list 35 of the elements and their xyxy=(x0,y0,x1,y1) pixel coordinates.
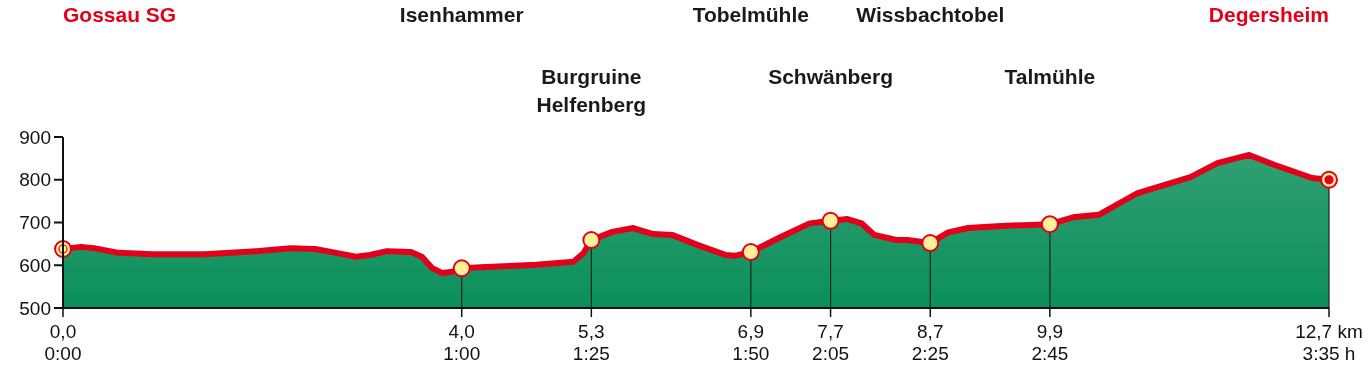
text: 0:00 xyxy=(44,343,82,364)
point xyxy=(452,259,471,278)
text: 2:05 xyxy=(812,343,850,364)
text: 2:25 xyxy=(911,343,949,364)
point xyxy=(1040,215,1059,234)
text: Schwänberg xyxy=(768,65,894,88)
text: Degersheim xyxy=(1208,3,1329,26)
x-tick-label: 0,0 xyxy=(49,321,77,342)
text: 1:00 xyxy=(443,343,481,364)
point xyxy=(741,243,760,261)
x-tick-label: 9,9 xyxy=(1036,321,1064,342)
y-tick-label: 700 xyxy=(19,212,51,234)
text: Burgruine Helfenberg xyxy=(536,65,647,116)
x-tick-label: 6,9 xyxy=(737,321,765,342)
x-tick-label: 5,3 xyxy=(578,321,605,342)
text: 3:35 h xyxy=(1302,343,1356,364)
text: 1:50 xyxy=(732,343,770,364)
text: Tobelmühle xyxy=(692,3,809,26)
point xyxy=(582,231,601,250)
text: Wissbachtobel xyxy=(856,3,1005,26)
y-tick-label: 500 xyxy=(19,297,51,319)
text: 1:25 xyxy=(572,343,610,364)
text: Gossau SG xyxy=(63,3,177,26)
y-tick-label: 900 xyxy=(19,126,51,148)
text: 2:45 xyxy=(1031,343,1069,364)
x-tick-label: 12,7 km xyxy=(1295,321,1363,342)
point xyxy=(921,234,940,253)
x-tick-label: 8,7 xyxy=(917,321,944,342)
x-tick-label: 7,7 xyxy=(817,321,844,342)
text: Isenhammer xyxy=(399,3,524,26)
y-tick-label: 800 xyxy=(19,169,51,191)
x-tick-label: 4,0 xyxy=(448,321,475,342)
text: Talmühle xyxy=(1004,65,1096,88)
point xyxy=(821,211,840,230)
y-tick-label: 600 xyxy=(19,254,51,276)
